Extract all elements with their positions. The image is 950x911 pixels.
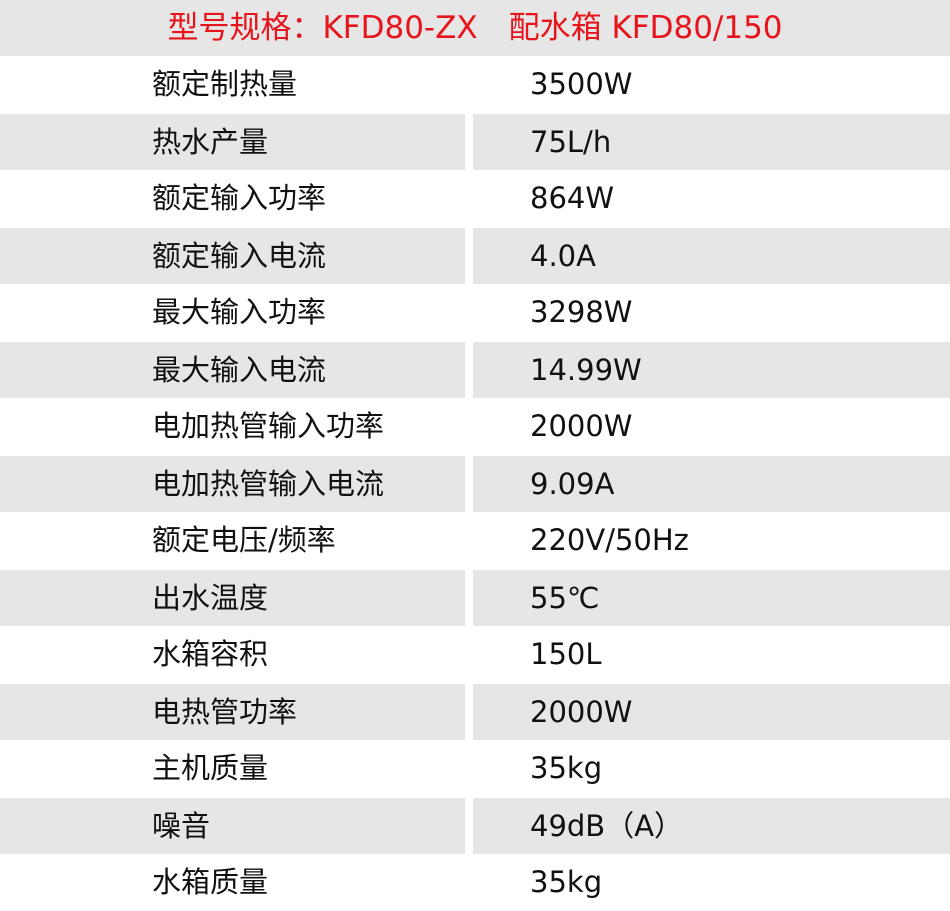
spec-row: 出水温度 55℃ — [0, 570, 950, 626]
spec-value: 35kg — [530, 865, 603, 899]
spec-value: 864W — [530, 181, 615, 215]
spec-row: 最大输入功率 3298W — [0, 284, 950, 341]
spec-row: 水箱容积 150L — [0, 626, 950, 683]
spec-value: 150L — [530, 637, 602, 671]
spec-row: 额定电压/频率 220V/50Hz — [0, 512, 950, 569]
spec-label: 噪音 — [0, 798, 465, 854]
spec-value: 49dB（A） — [473, 798, 950, 854]
spec-value: 3500W — [530, 67, 633, 101]
spec-row: 主机质量 35kg — [0, 740, 950, 797]
spec-label: 最大输入功率 — [152, 295, 327, 329]
spec-label: 主机质量 — [152, 751, 269, 785]
spec-label: 水箱容积 — [152, 637, 269, 671]
spec-row: 电热管功率 2000W — [0, 684, 950, 740]
spec-value: 220V/50Hz — [530, 523, 689, 557]
spec-value: 3298W — [530, 295, 633, 329]
spec-label: 电加热管输入功率 — [152, 409, 385, 443]
spec-value: 14.99W — [473, 342, 950, 398]
spec-label: 出水温度 — [0, 570, 465, 626]
spec-row: 电加热管输入电流 9.09A — [0, 456, 950, 512]
spec-label: 热水产量 — [0, 114, 465, 170]
spec-value: 2000W — [530, 409, 633, 443]
spec-title: 型号规格：KFD80-ZX 配水箱 KFD80/150 — [0, 0, 950, 56]
spec-row: 额定制热量 3500W — [0, 56, 950, 113]
spec-label: 额定制热量 — [152, 67, 298, 101]
spec-label: 最大输入电流 — [0, 342, 465, 398]
spec-value: 4.0A — [473, 228, 950, 284]
spec-label: 电加热管输入电流 — [0, 456, 465, 512]
spec-row: 水箱质量 35kg — [0, 854, 950, 911]
spec-label: 电热管功率 — [0, 684, 465, 740]
spec-value: 9.09A — [473, 456, 950, 512]
spec-value: 55℃ — [473, 570, 950, 626]
spec-value: 2000W — [473, 684, 950, 740]
spec-row: 额定输入功率 864W — [0, 170, 950, 227]
spec-row: 额定输入电流 4.0A — [0, 228, 950, 284]
spec-label: 额定电压/频率 — [152, 523, 336, 557]
spec-value: 35kg — [530, 751, 603, 785]
spec-row: 热水产量 75L/h — [0, 114, 950, 170]
spec-table: 额定制热量 3500W 热水产量 75L/h 额定输入功率 864W 额定输入电流 4.0A 最… — [0, 56, 950, 911]
spec-row: 噪音 49dB（A） — [0, 798, 950, 854]
spec-label: 水箱质量 — [152, 865, 269, 899]
spec-label: 额定输入电流 — [0, 228, 465, 284]
spec-row: 最大输入电流 14.99W — [0, 342, 950, 398]
spec-label: 额定输入功率 — [152, 181, 327, 215]
spec-row: 电加热管输入功率 2000W — [0, 398, 950, 455]
spec-value: 75L/h — [473, 114, 950, 170]
